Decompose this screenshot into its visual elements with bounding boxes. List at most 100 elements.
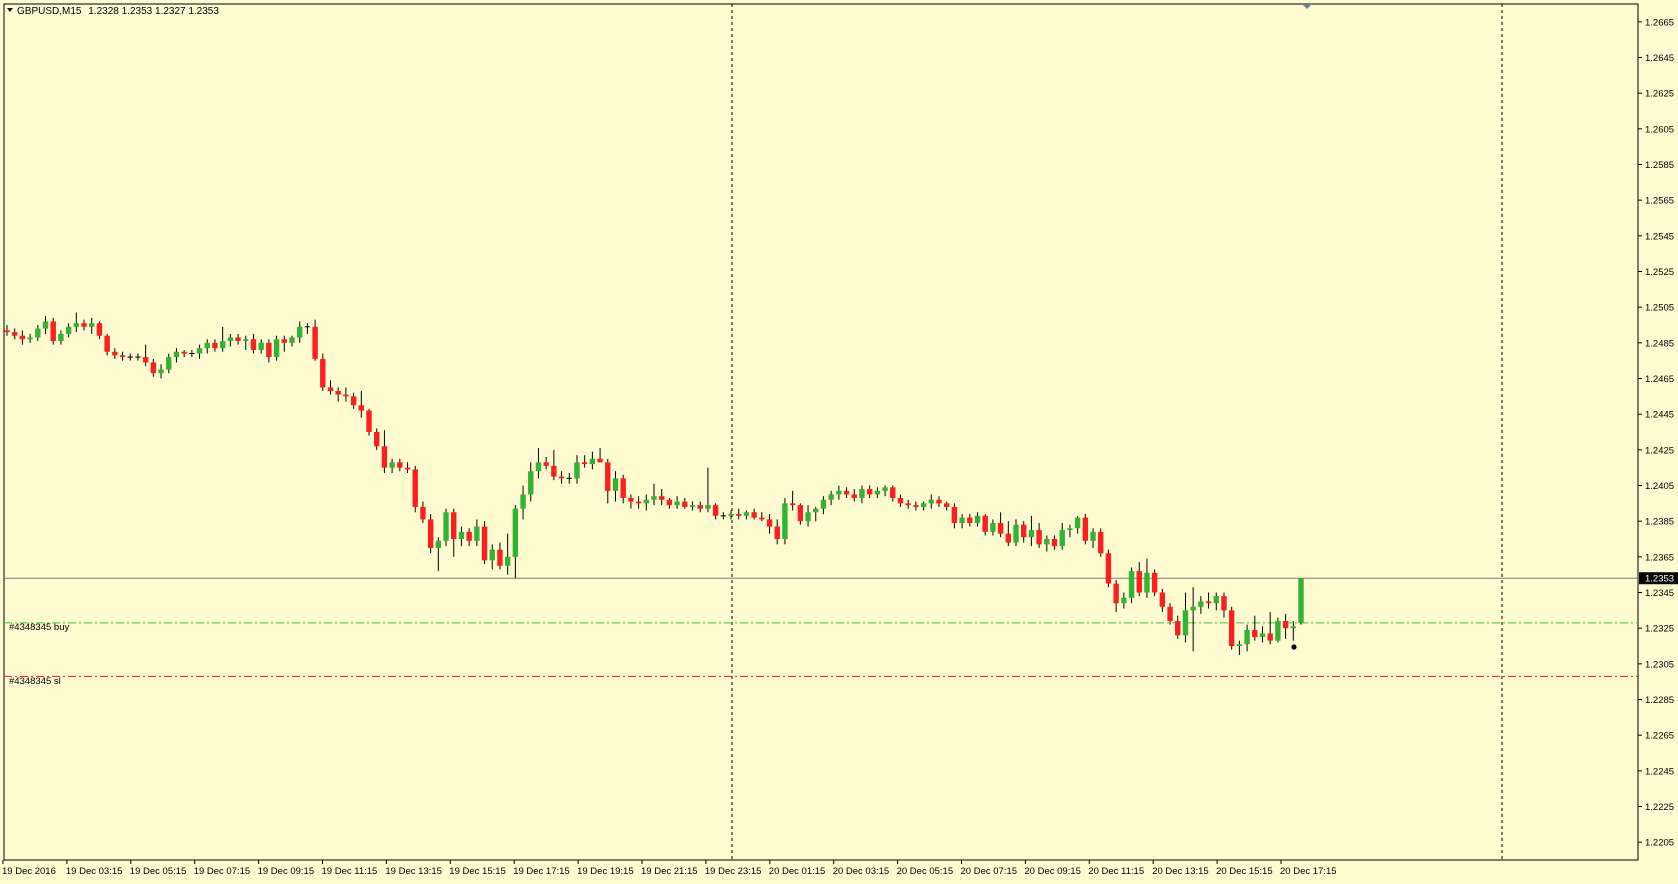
- candle: [312, 319, 318, 361]
- candle: [1021, 521, 1027, 543]
- candle-body: [50, 321, 56, 342]
- candle: [759, 512, 765, 522]
- candle-body: [350, 396, 357, 406]
- candle: [358, 390, 364, 418]
- candle-body: [158, 369, 164, 374]
- candle: [466, 528, 472, 547]
- candle-body: [774, 526, 780, 539]
- candle-body: [420, 506, 426, 520]
- candle-body: [4, 330, 10, 333]
- candle: [635, 496, 642, 509]
- candle-body: [813, 508, 819, 513]
- candle: [458, 526, 465, 547]
- candle: [135, 353, 141, 361]
- candle-body: [412, 469, 418, 507]
- candle: [435, 537, 442, 572]
- y-tick-label: 1.2565: [1645, 196, 1674, 207]
- y-tick-label: 1.2425: [1645, 445, 1674, 456]
- candle: [551, 449, 557, 481]
- candle-body: [27, 337, 33, 340]
- candle: [173, 348, 180, 363]
- candle-body: [35, 328, 41, 338]
- candle-body: [689, 505, 696, 507]
- candle: [605, 458, 611, 504]
- candle-body: [951, 506, 958, 523]
- candle: [1259, 626, 1266, 643]
- candle: [381, 430, 388, 474]
- candle: [1051, 535, 1058, 550]
- candle-body: [1259, 633, 1266, 638]
- x-tick-label: 19 Dec 23:15: [705, 866, 762, 877]
- candle: [1113, 580, 1119, 613]
- candle-body: [296, 326, 303, 338]
- candle: [782, 497, 788, 545]
- candle: [581, 455, 588, 468]
- candle-body: [150, 362, 157, 374]
- candle-body: [1267, 633, 1273, 641]
- candle: [920, 501, 927, 511]
- y-tick-label: 1.2265: [1645, 731, 1674, 742]
- candle: [1159, 588, 1166, 613]
- candle-body: [112, 351, 118, 356]
- candle: [266, 339, 272, 363]
- candle: [1144, 558, 1150, 598]
- buy-order-label[interactable]: #4348345 buy: [9, 622, 69, 633]
- candle-body: [943, 503, 950, 507]
- candle-body: [1013, 524, 1019, 543]
- candle: [959, 514, 965, 529]
- x-tick-label: 19 Dec 05:15: [130, 866, 187, 877]
- candle: [12, 328, 18, 340]
- candle-body: [1098, 531, 1104, 554]
- candle: [1221, 592, 1227, 618]
- candle-body: [481, 526, 488, 561]
- candle-body: [435, 540, 442, 548]
- candle-body: [1282, 621, 1289, 629]
- candle-body: [1121, 597, 1127, 604]
- x-tick-label: 20 Dec 11:15: [1088, 866, 1144, 877]
- candle: [350, 392, 357, 409]
- candle: [42, 316, 49, 334]
- candle-body: [374, 432, 380, 447]
- candle: [797, 503, 804, 525]
- candle: [705, 467, 711, 513]
- candle: [1236, 640, 1243, 655]
- scroll-marker-icon[interactable]: [1302, 4, 1312, 9]
- candle-body: [728, 514, 734, 516]
- candle-body: [1136, 571, 1142, 593]
- x-tick-label: 19 Dec 11:15: [322, 866, 378, 877]
- candle-body: [1252, 629, 1258, 638]
- candle-body: [574, 462, 580, 479]
- candle-body: [1198, 601, 1204, 607]
- candle: [682, 497, 688, 509]
- candle: [1267, 612, 1273, 645]
- candle: [1182, 592, 1189, 643]
- candle: [397, 458, 403, 472]
- candle-body: [920, 503, 927, 507]
- candle-body: [196, 348, 203, 354]
- candle: [651, 483, 657, 506]
- candle: [366, 408, 372, 436]
- y-tick-label: 1.2205: [1645, 838, 1674, 849]
- trade-arrow-icon[interactable]: [1291, 644, 1297, 650]
- candle-body: [974, 515, 981, 523]
- candle: [404, 462, 411, 474]
- candle-body: [820, 499, 827, 509]
- candle: [35, 325, 41, 342]
- sl-order-label[interactable]: #4348345 sl: [9, 676, 61, 687]
- y-tick-label: 1.2545: [1645, 231, 1674, 242]
- candle-body: [266, 342, 272, 358]
- candle: [227, 333, 234, 347]
- candle-body: [443, 512, 449, 541]
- candle-body: [1105, 553, 1112, 584]
- candle-body: [289, 337, 295, 343]
- candle: [805, 505, 811, 527]
- candle-body: [890, 487, 896, 498]
- candle-body: [343, 394, 349, 397]
- chart-menu-triangle-icon[interactable]: [7, 8, 13, 12]
- candle: [81, 319, 87, 331]
- candle-body: [243, 339, 249, 342]
- candle-body: [204, 342, 210, 349]
- candle: [258, 339, 264, 354]
